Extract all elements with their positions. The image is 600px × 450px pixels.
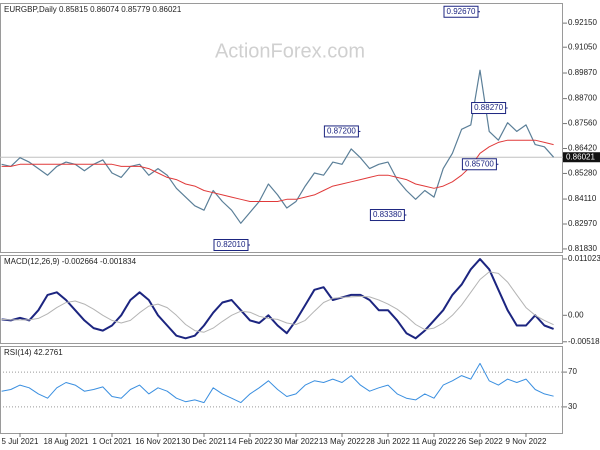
panel-title: EURGBP,Daily 0.85815 0.86074 0.85779 0.8…	[4, 5, 182, 14]
x-tick-label: 14 Feb 2022	[228, 437, 273, 446]
annotation-box	[323, 125, 359, 138]
series-line	[1, 362, 554, 404]
y-tick-label: 0.92150	[568, 18, 597, 27]
y-tick-label: 0.91050	[568, 42, 597, 51]
panel-title: MACD(12,26,9) -0.002664 -0.001834	[4, 257, 137, 266]
annotation-label: 0.82010	[217, 240, 246, 249]
y-tick-label: 30	[568, 402, 577, 411]
x-tick-label: 28 Jun 2022	[366, 437, 411, 446]
x-tick-label: 9 Nov 2022	[506, 437, 547, 446]
annotation-label: 0.87200	[327, 127, 356, 136]
y-tick-label: 0.011023	[568, 254, 600, 263]
y-tick-label: 70	[568, 367, 577, 376]
x-tick-label: 11 Aug 2022	[412, 437, 457, 446]
annotation-box	[369, 209, 405, 222]
panel-frame	[0, 3, 563, 253]
y-tick-label: -0.005182	[568, 337, 600, 346]
annotation-box	[471, 102, 507, 115]
series-line	[1, 139, 554, 202]
x-tick-label: 18 Aug 2021	[44, 437, 89, 446]
panel-frame	[0, 255, 563, 344]
x-tick-label: 30 Mar 2022	[274, 437, 319, 446]
annotation-box	[213, 238, 249, 251]
y-tick-label: 0.81830	[568, 244, 597, 253]
y-tick-label: 0.85280	[568, 169, 597, 178]
annotation-label: 0.92670	[447, 7, 476, 16]
series-line	[1, 69, 555, 224]
y-tick-label: 0.82970	[568, 219, 597, 228]
last-price-box	[563, 152, 600, 163]
y-tick-label: 0.84110	[568, 194, 597, 203]
x-tick-label: 30 Dec 2021	[181, 437, 227, 446]
panel-frame	[0, 346, 563, 434]
x-tick-label: 13 May 2022	[319, 437, 366, 446]
x-tick-label: 26 Sep 2022	[457, 437, 503, 446]
series-line	[1, 258, 554, 340]
y-tick-label: 0.87560	[568, 119, 597, 128]
x-tick-label: 16 Nov 2021	[135, 437, 181, 446]
last-price-label: 0.86021	[566, 152, 595, 161]
annotation-box	[461, 158, 497, 171]
annotation-label: 0.83380	[373, 210, 402, 219]
annotation-label: 0.85700	[465, 159, 494, 168]
y-tick-label: 0.89870	[568, 68, 597, 77]
x-tick-label: 1 Oct 2021	[92, 437, 132, 446]
y-tick-label: 0.00	[568, 310, 584, 319]
x-tick-label: 5 Jul 2021	[2, 437, 39, 446]
watermark: ActionForex.com	[215, 40, 365, 62]
annotation-box	[443, 5, 479, 18]
panel-title: RSI(14) 42.2761	[4, 348, 63, 357]
series-line	[1, 271, 554, 333]
y-tick-label: 0.88700	[568, 94, 597, 103]
annotation-label: 0.88270	[474, 103, 503, 112]
y-tick-label: 0.86420	[568, 144, 597, 153]
